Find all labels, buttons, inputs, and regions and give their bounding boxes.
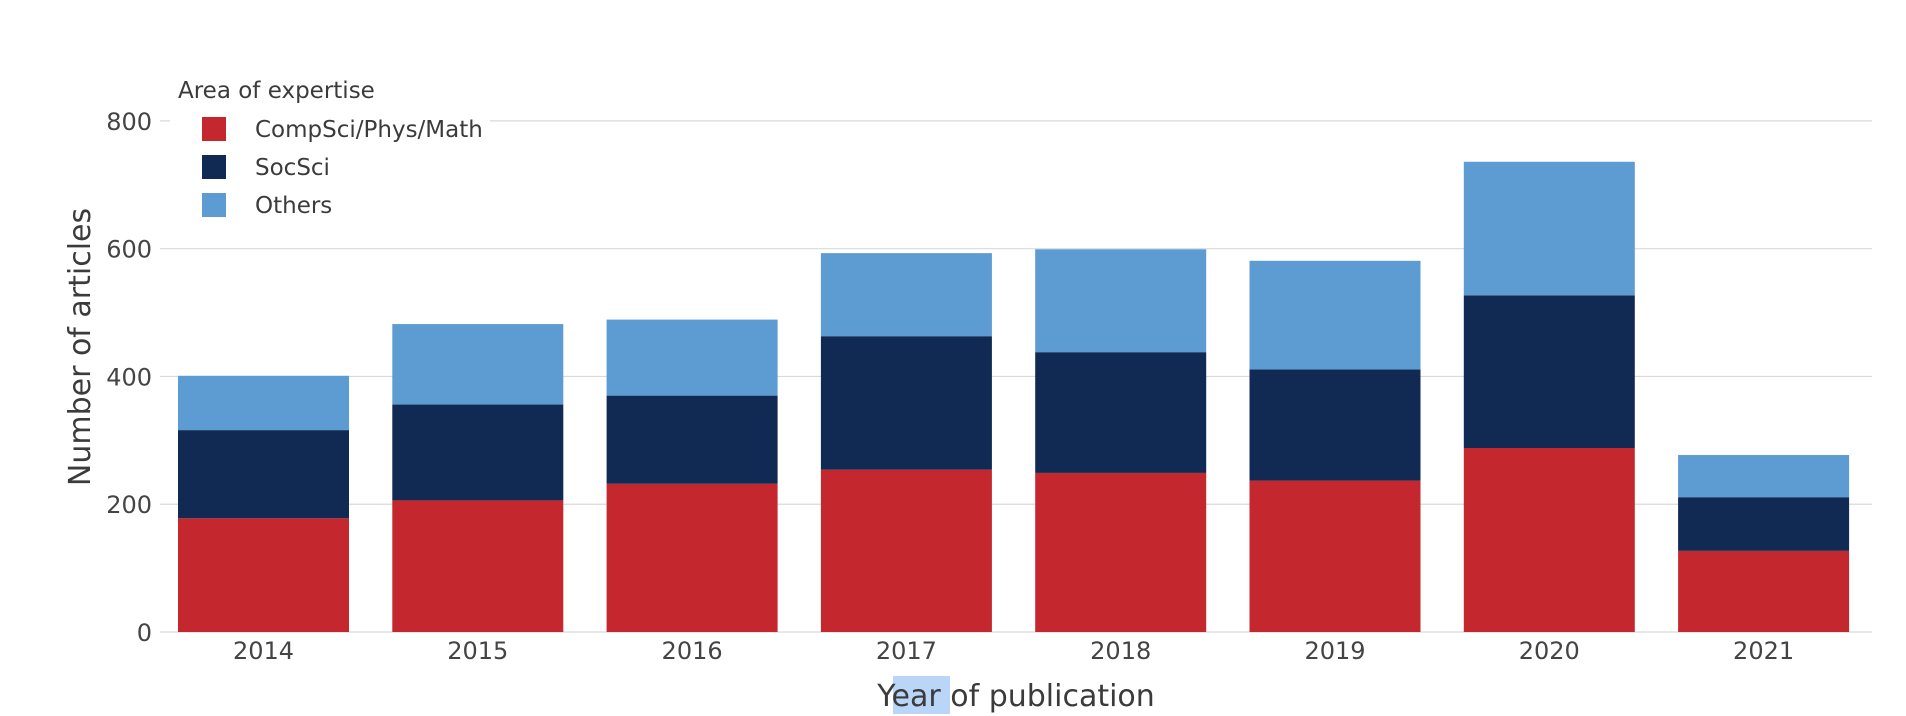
x-tick-label: 2021 <box>1733 637 1794 665</box>
x-tick-label: 2019 <box>1304 637 1365 665</box>
x-tick-label: 2016 <box>662 637 723 665</box>
bar-segment-socsci <box>1678 497 1850 551</box>
x-tick-label: 2014 <box>233 637 294 665</box>
bars <box>178 161 1850 632</box>
x-tick-label: 2018 <box>1090 637 1151 665</box>
bar-segment-others <box>1463 161 1635 296</box>
bar-segment-socsci <box>1463 295 1635 448</box>
y-tick-label: 0 <box>137 619 152 647</box>
y-axis-ticks: 0 200 400 600 800 <box>106 108 152 647</box>
bar-segment-socsci <box>392 404 564 501</box>
bar-segment-compsci-phys-math <box>1678 550 1850 632</box>
legend-label: Others <box>255 193 332 219</box>
legend-items: CompSci/Phys/Math SocSci Others <box>202 117 483 219</box>
bar-segment-socsci <box>178 430 349 519</box>
bar-segment-compsci-phys-math <box>392 500 564 632</box>
bar-segment-socsci <box>606 395 778 484</box>
bar-segment-socsci <box>820 336 992 470</box>
bar-segment-others <box>1035 249 1207 353</box>
x-tick-label: 2017 <box>876 637 937 665</box>
bar-segment-compsci-phys-math <box>1035 472 1207 632</box>
bar-segment-socsci <box>1249 369 1421 481</box>
y-tick-label: 200 <box>106 491 152 519</box>
legend-swatch <box>202 155 226 179</box>
bar-segment-others <box>820 253 992 337</box>
x-tick-label: 2020 <box>1519 637 1580 665</box>
x-axis-title: Year of publication <box>876 679 1155 714</box>
y-tick-label: 400 <box>106 363 152 391</box>
bar-segment-compsci-phys-math <box>178 518 349 632</box>
bar-segment-compsci-phys-math <box>820 469 992 632</box>
bar-segment-compsci-phys-math <box>606 483 778 632</box>
x-axis-ticks: 2014 2015 2016 2017 2018 2019 2020 2021 <box>233 637 1794 665</box>
bar-segment-others <box>606 319 778 396</box>
x-tick-label: 2015 <box>447 637 508 665</box>
legend-swatch <box>202 193 226 217</box>
y-tick-label: 800 <box>106 108 152 136</box>
y-tick-label: 600 <box>106 236 152 264</box>
bar-segment-others <box>1249 260 1421 370</box>
bar-segment-compsci-phys-math <box>1249 480 1421 632</box>
legend-label: CompSci/Phys/Math <box>255 117 483 143</box>
bar-segment-compsci-phys-math <box>1463 448 1635 632</box>
x-axis-title-group: Year of publication <box>876 676 1155 714</box>
bar-segment-socsci <box>1035 352 1207 473</box>
bar-segment-others <box>1678 455 1850 498</box>
x-axis-title-highlight <box>893 676 950 714</box>
legend: Area of expertise CompSci/Phys/Math SocSc… <box>170 72 490 232</box>
bar-segment-others <box>178 375 349 431</box>
bar-segment-others <box>392 324 564 405</box>
legend-label: SocSci <box>255 155 330 181</box>
legend-swatch <box>202 117 226 141</box>
y-axis-title: Number of articles <box>63 208 98 486</box>
legend-title: Area of expertise <box>178 78 375 104</box>
